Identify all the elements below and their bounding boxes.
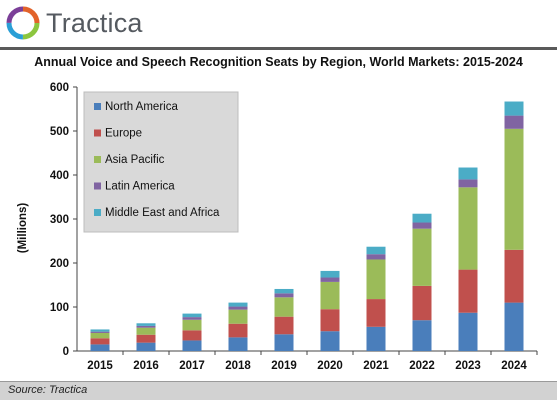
bar-segment: [136, 323, 156, 326]
header-rule: [0, 47, 557, 50]
legend-swatch: [94, 103, 101, 110]
bar-segment: [228, 309, 248, 324]
bar-segment: [320, 331, 340, 351]
y-tick-label: 0: [63, 346, 69, 358]
bar-segment: [136, 342, 156, 351]
tractica-logo-icon: [6, 6, 40, 40]
legend-label: Europe: [105, 128, 142, 140]
legend: North America Europe Asia Pacific Latin Ame…: [83, 91, 239, 233]
bar-segment: [320, 277, 340, 282]
chart-title: Annual Voice and Speech Recognition Seat…: [34, 55, 523, 69]
source-text: Source: Tractica: [8, 384, 88, 396]
bar-segment: [90, 344, 110, 351]
bar-segment: [90, 329, 110, 332]
bar-segment: [412, 285, 432, 321]
bar-segment: [136, 325, 156, 328]
bar-segment: [274, 316, 294, 335]
y-tick-label: 300: [50, 214, 69, 226]
bar-segment: [90, 332, 110, 339]
x-tick-label: 2017: [179, 360, 205, 372]
bar-segment: [458, 187, 478, 270]
chart-svg: (Millions) 2015 2016 2017 2018 2019 2020 2021 2…: [17, 82, 538, 372]
bar-segment: [320, 270, 340, 278]
y-tick-label: 500: [50, 126, 69, 138]
bar-segment: [458, 179, 478, 188]
bar-segment: [228, 323, 248, 338]
x-tick-label: 2021: [363, 360, 389, 372]
x-tick-label: 2024: [501, 360, 527, 372]
bar-segment: [228, 302, 248, 307]
bar-segment: [458, 167, 478, 180]
bar-segment: [182, 330, 202, 341]
bar-segment: [366, 259, 386, 300]
bar-segment: [366, 299, 386, 327]
bar-segment: [182, 340, 202, 351]
x-tick-label: 2016: [133, 360, 159, 372]
x-tick-label: 2018: [225, 360, 251, 372]
bar-segment: [228, 306, 248, 310]
x-tick-label: 2020: [317, 360, 343, 372]
legend-swatch: [94, 182, 101, 190]
bar-segment: [182, 313, 202, 318]
bar-segment: [182, 319, 202, 331]
y-tick-label: 400: [50, 170, 69, 182]
y-tick-label: 600: [50, 82, 69, 94]
bar-segment: [412, 320, 432, 351]
x-tick-label: 2022: [409, 360, 435, 372]
bar-segment: [136, 334, 156, 343]
bar-segment: [320, 309, 340, 332]
bar-segment: [366, 246, 386, 255]
legend-label: Asia Pacific: [105, 154, 165, 166]
y-tick-label: 200: [50, 258, 69, 270]
y-axis-label: (Millions): [17, 203, 29, 254]
bar-segment: [90, 331, 110, 333]
x-tick-label: 2023: [455, 360, 481, 372]
bar-segment: [412, 228, 432, 286]
bar-segment: [366, 326, 386, 351]
bar-segment: [274, 334, 294, 351]
x-tick-labels: 2015 2016 2017 2018 2019 2020 2021 2022 2023 2024: [87, 360, 527, 372]
brand: Tractica: [6, 4, 143, 42]
bar-segment: [274, 288, 294, 294]
legend-label: North America: [105, 101, 178, 113]
brand-name: Tractica: [46, 7, 143, 38]
bar-segment: [458, 312, 478, 351]
bar-segment: [320, 281, 340, 310]
bar-segment: [136, 327, 156, 335]
x-tick-label: 2019: [271, 360, 297, 372]
legend-swatch: [94, 129, 101, 137]
bar-segment: [504, 101, 524, 116]
bar-segment: [228, 337, 248, 351]
bars: [90, 101, 524, 351]
bar-segment: [504, 115, 524, 129]
bar-segment: [504, 302, 524, 351]
bar-segment: [458, 269, 478, 313]
x-tick-label: 2015: [87, 360, 113, 372]
bar-segment: [504, 128, 524, 250]
legend-label: Middle East and Africa: [105, 207, 220, 219]
bar-segment: [412, 222, 432, 229]
bar-segment: [90, 338, 110, 345]
bar-segment: [274, 293, 294, 298]
source-bar: Source: Tractica: [0, 381, 557, 400]
bar-segment: [366, 254, 386, 260]
y-tick-label: 100: [50, 302, 69, 314]
legend-label: Latin America: [105, 181, 175, 193]
bar-segment: [412, 213, 432, 223]
legend-swatch: [94, 209, 101, 216]
legend-swatch: [94, 156, 101, 163]
bar-segment: [182, 317, 202, 320]
bar-segment: [274, 297, 294, 317]
y-tick-labels: 0 100 200 300 400 500 600: [50, 82, 69, 358]
legend-box: [83, 91, 239, 233]
bar-segment: [504, 249, 524, 303]
